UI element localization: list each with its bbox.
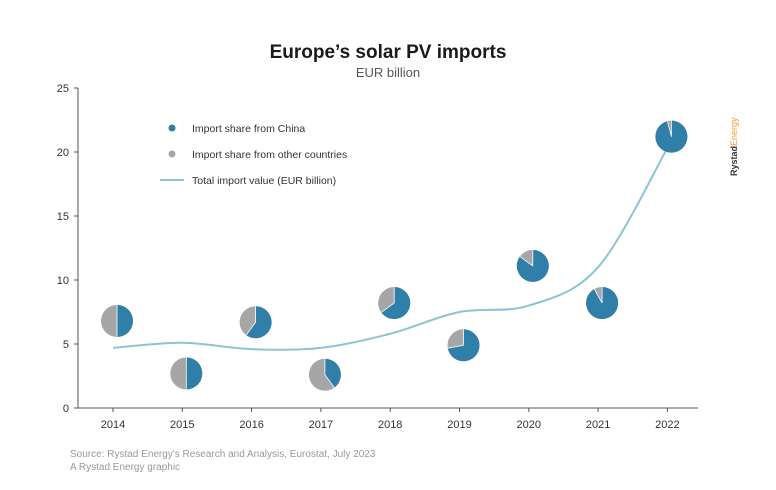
pie-2018 [378, 287, 411, 320]
pie-slice-china [324, 358, 341, 388]
pie-slice-china [186, 357, 203, 390]
x-tick-label: 2017 [309, 419, 333, 431]
y-tick-label: 0 [63, 403, 69, 415]
brand-suffix: Energy [729, 117, 739, 146]
pie-slice-china [117, 304, 133, 337]
pie-divider [381, 302, 395, 313]
y-tick-label: 5 [63, 339, 69, 351]
x-tick-label: 2015 [170, 419, 194, 431]
pie-divider [519, 256, 534, 267]
brand-logo: RystadEnergy [729, 117, 739, 176]
credit-note: A Rystad Energy graphic [70, 462, 181, 473]
legend-item-total-label: Total import value (EUR billion) [192, 175, 336, 187]
pie-slice-china [381, 287, 411, 320]
line-layer [112, 147, 669, 351]
pie-divider [447, 344, 464, 349]
x-tick-label: 2014 [101, 419, 125, 431]
pie-slice-china [246, 306, 272, 339]
pie-2014 [101, 304, 133, 337]
legend: Import share from China Import share from… [160, 123, 347, 187]
x-tick-label: 2016 [239, 419, 263, 431]
y-tick-label: 10 [57, 275, 69, 287]
pie-divider [324, 374, 335, 388]
chart-title: Europe’s solar PV imports [269, 42, 507, 63]
source-note: Source: Rystad Energy's Research and Ana… [70, 449, 376, 460]
x-tick-label: 2022 [655, 419, 679, 431]
x-tick-label: 2020 [517, 419, 541, 431]
pie-2020 [516, 249, 549, 282]
x-tick-label: 2019 [447, 419, 471, 431]
pie-layer [101, 120, 688, 391]
x-tick-label: 2021 [586, 419, 610, 431]
pie-2016 [239, 306, 272, 339]
pie-divider [594, 288, 603, 304]
pie-2015 [170, 357, 203, 390]
legend-item-other-marker [168, 150, 176, 158]
y-tick-label: 20 [57, 147, 69, 159]
axes: 0 5 10 15 20 25 2014 2015 2016 2017 2018 2019 2020 20… [57, 83, 698, 431]
pie-2021 [586, 287, 619, 320]
y-tick-label: 25 [57, 83, 69, 95]
legend-item-other-label: Import share from other countries [192, 149, 347, 161]
x-tick-label: 2018 [378, 419, 402, 431]
legend-item-china-marker [168, 124, 176, 132]
brand-name: Rystad [729, 146, 739, 176]
pie-divider [667, 121, 672, 137]
chart-subtitle: EUR billion [355, 65, 421, 80]
legend-item-china-label: Import share from China [192, 123, 305, 135]
y-tick-label: 15 [57, 211, 69, 223]
pie-2017 [308, 358, 341, 391]
pie-2019 [447, 329, 480, 362]
pie-2022 [655, 120, 688, 153]
series-line-total-import [112, 147, 669, 351]
pie-divider [245, 322, 256, 336]
brand-logo-text: RystadEnergy [729, 117, 739, 176]
